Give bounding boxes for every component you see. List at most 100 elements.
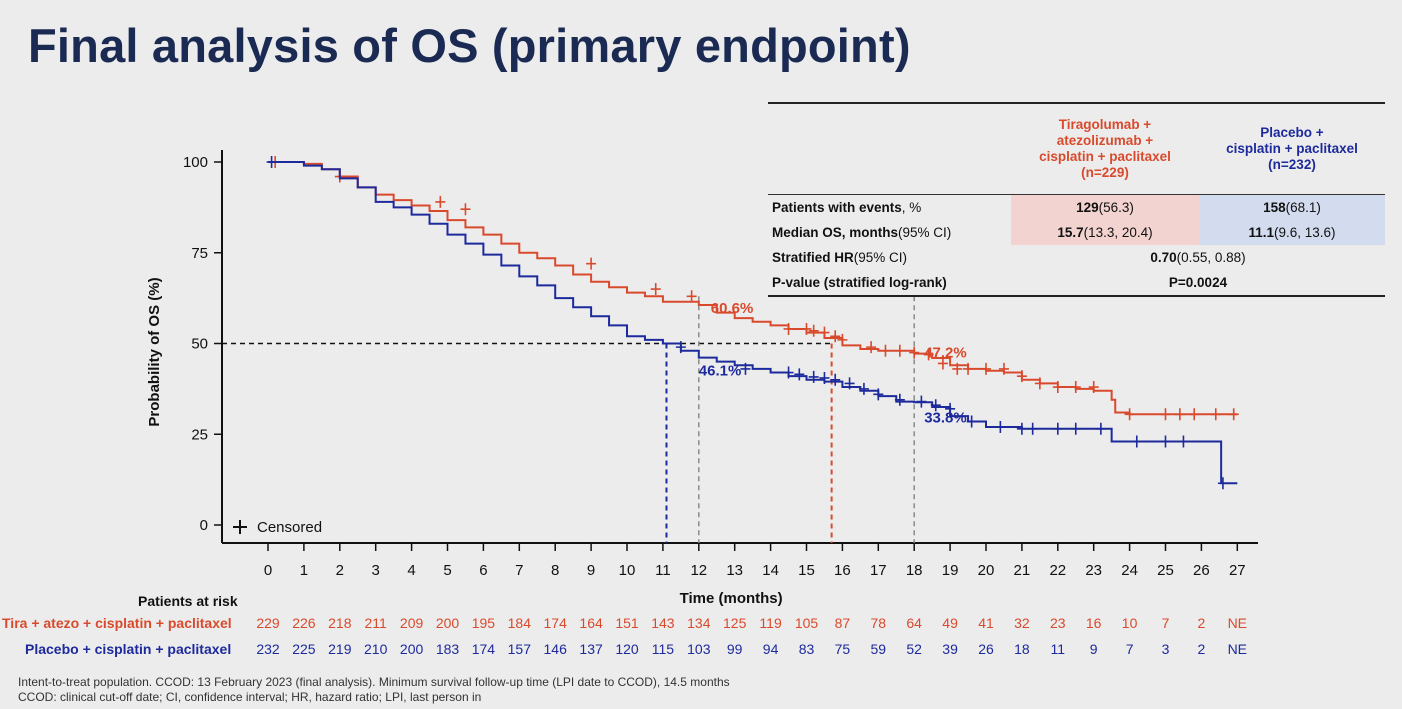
series-line bbox=[268, 161, 1238, 416]
censor-mark bbox=[923, 348, 934, 361]
results-header: Tiragolumab + atezolizumab + cisplatin +… bbox=[768, 104, 1385, 195]
placebo-arm-header: Placebo + cisplatin + paclitaxel (n=232) bbox=[1226, 125, 1358, 172]
censor-mark bbox=[930, 399, 941, 412]
results-table: Tiragolumab + atezolizumab + cisplatin +… bbox=[768, 102, 1385, 297]
censor-mark bbox=[866, 341, 877, 354]
censor-mark bbox=[1034, 377, 1045, 390]
censor-mark bbox=[1027, 422, 1038, 435]
data-annotation: 33.8% bbox=[924, 409, 967, 426]
risk-count: 200 bbox=[435, 615, 460, 631]
risk-count: NE bbox=[1227, 641, 1248, 657]
risk-count: 3 bbox=[1161, 641, 1170, 657]
x-tick-label: 26 bbox=[1193, 562, 1210, 579]
censor-mark bbox=[837, 333, 848, 346]
x-tick-label: 8 bbox=[551, 562, 559, 579]
slide-title: Final analysis of OS (primary endpoint) bbox=[28, 19, 911, 72]
censor-mark bbox=[586, 257, 597, 270]
risk-count: 119 bbox=[759, 615, 782, 631]
censor-mark bbox=[1228, 408, 1239, 421]
censor-mark bbox=[858, 382, 869, 395]
censor-mark bbox=[1131, 435, 1142, 448]
pvalue-row: P-value (stratified log-rank) P=0.0024 bbox=[772, 275, 1228, 290]
risk-count: 225 bbox=[292, 641, 316, 657]
censor-mark bbox=[1210, 408, 1221, 421]
footnote-2: CCOD: clinical cut-off date; CI, confide… bbox=[18, 690, 482, 704]
censor-mark bbox=[1124, 408, 1135, 421]
patients-at-risk-title: Patients at risk bbox=[138, 593, 238, 609]
x-tick-label: 27 bbox=[1229, 562, 1246, 579]
censor-mark bbox=[435, 195, 446, 208]
tira-arm-header: Tiragolumab + atezolizumab + cisplatin +… bbox=[1039, 117, 1171, 180]
x-tick-label: 17 bbox=[870, 562, 887, 579]
x-tick-label: 24 bbox=[1121, 562, 1138, 579]
x-tick-label: 10 bbox=[619, 562, 636, 579]
y-tick-label: 75 bbox=[191, 245, 208, 262]
censored-legend-icon bbox=[233, 520, 247, 534]
x-tick-label: 9 bbox=[587, 562, 595, 579]
risk-count: 143 bbox=[651, 615, 675, 631]
hr-row: Stratified HR (95% CI) 0.70 (0.55, 0.88) bbox=[772, 250, 1246, 265]
events-row: Patients with events, % 129 (56.3) 158 (… bbox=[768, 195, 1385, 220]
risk-label-tira: Tira + atezo + cisplatin + paclitaxel bbox=[2, 615, 232, 631]
risk-count: 59 bbox=[870, 641, 887, 657]
risk-count: 87 bbox=[834, 615, 851, 631]
censor-mark bbox=[266, 156, 277, 168]
censor-mark bbox=[1070, 422, 1081, 435]
risk-count: 218 bbox=[328, 615, 352, 631]
risk-count: 151 bbox=[615, 615, 639, 631]
x-tick-label: 19 bbox=[942, 562, 959, 579]
risk-count: 120 bbox=[615, 641, 639, 657]
risk-count: 39 bbox=[942, 641, 958, 657]
risk-count: 2 bbox=[1197, 615, 1206, 631]
risk-count: 164 bbox=[579, 615, 603, 631]
censor-mark bbox=[844, 377, 855, 390]
risk-count: 232 bbox=[256, 641, 280, 657]
censor-mark bbox=[1174, 408, 1185, 421]
censor-mark bbox=[819, 371, 830, 384]
risk-count: 83 bbox=[798, 641, 815, 657]
risk-count: 99 bbox=[726, 641, 743, 657]
censor-mark bbox=[1016, 422, 1027, 435]
risk-count: 41 bbox=[978, 615, 994, 631]
risk-count: 229 bbox=[256, 615, 280, 631]
risk-count: 134 bbox=[687, 615, 711, 631]
risk-count: 184 bbox=[507, 615, 531, 631]
censor-mark bbox=[675, 341, 686, 354]
censor-mark bbox=[909, 346, 920, 359]
x-tick-label: 25 bbox=[1157, 562, 1174, 579]
censor-mark bbox=[801, 322, 812, 335]
censor-mark bbox=[830, 330, 841, 343]
risk-count: 226 bbox=[292, 615, 316, 631]
data-annotation: 47.2% bbox=[924, 345, 967, 362]
censor-mark bbox=[1160, 435, 1171, 448]
risk-count: 174 bbox=[471, 641, 496, 657]
risk-count: 157 bbox=[507, 641, 531, 657]
censor-mark bbox=[740, 362, 751, 375]
x-tick-label: 22 bbox=[1049, 562, 1066, 579]
censor-mark bbox=[998, 362, 1009, 375]
risk-count: 209 bbox=[399, 615, 424, 631]
censor-mark bbox=[952, 362, 963, 375]
risk-count: 7 bbox=[1161, 615, 1170, 631]
risk-count: 195 bbox=[471, 615, 496, 631]
censor-mark bbox=[894, 344, 905, 357]
censor-mark bbox=[1160, 408, 1171, 421]
x-tick-label: 15 bbox=[798, 562, 815, 579]
censor-mark bbox=[794, 368, 805, 381]
censor-mark bbox=[650, 283, 661, 296]
risk-count: 52 bbox=[906, 641, 922, 657]
x-tick-label: 5 bbox=[443, 562, 451, 579]
x-tick-label: 0 bbox=[264, 562, 272, 579]
x-tick-label: 3 bbox=[372, 562, 380, 579]
y-tick-label: 50 bbox=[191, 336, 208, 353]
censor-mark bbox=[783, 366, 794, 379]
risk-count: 10 bbox=[1121, 615, 1138, 631]
censor-mark bbox=[1052, 422, 1063, 435]
risk-count: 11 bbox=[1050, 641, 1066, 657]
y-tick-label: 0 bbox=[200, 517, 208, 534]
x-tick-label: 1 bbox=[300, 562, 308, 579]
risk-count: 210 bbox=[364, 641, 388, 657]
censor-mark bbox=[1016, 370, 1027, 383]
censor-mark bbox=[1052, 381, 1063, 394]
